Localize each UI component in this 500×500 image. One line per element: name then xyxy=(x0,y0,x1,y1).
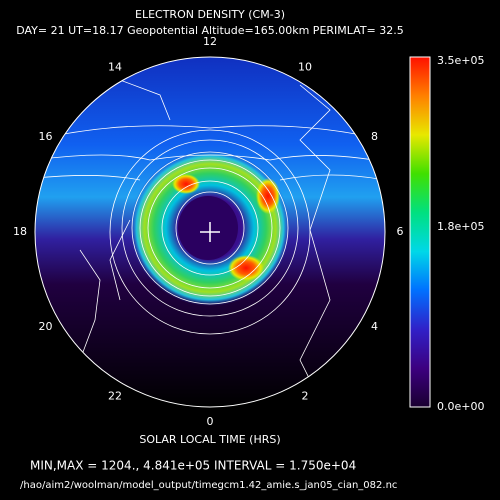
chart-subtitle: DAY= 21 UT=18.17 Geopotential Altitude=1… xyxy=(16,24,404,37)
hour-tick-label: 0 xyxy=(207,415,214,428)
colorbar-tick-label: 0.0e+00 xyxy=(437,400,484,413)
colorbar-tick-label: 1.8e+05 xyxy=(437,220,484,233)
hour-tick-label: 6 xyxy=(397,225,404,238)
hour-tick-label: 8 xyxy=(371,130,378,143)
hour-tick-label: 2 xyxy=(302,390,309,403)
chart-title: ELECTRON DENSITY (CM-3) xyxy=(135,8,285,21)
colorbar xyxy=(409,56,431,408)
hour-tick-label: 18 xyxy=(13,225,27,238)
file-path: /hao/aim2/woolman/model_output/timegcm1.… xyxy=(20,480,397,491)
colorbar-tick-label: 3.5e+05 xyxy=(437,54,484,67)
hour-tick-label: 16 xyxy=(38,130,52,143)
hour-tick-label: 12 xyxy=(203,35,217,48)
x-axis-label: SOLAR LOCAL TIME (HRS) xyxy=(139,433,280,446)
hour-tick-label: 14 xyxy=(108,60,122,73)
plot-boundary xyxy=(34,56,386,408)
hour-tick-label: 10 xyxy=(298,60,312,73)
minmax-text: MIN,MAX = 1204., 4.841e+05 INTERVAL = 1.… xyxy=(30,459,356,473)
hour-tick-label: 22 xyxy=(108,390,122,403)
hour-tick-label: 4 xyxy=(371,320,378,333)
hour-tick-label: 20 xyxy=(38,320,52,333)
pole-marker xyxy=(200,222,220,242)
